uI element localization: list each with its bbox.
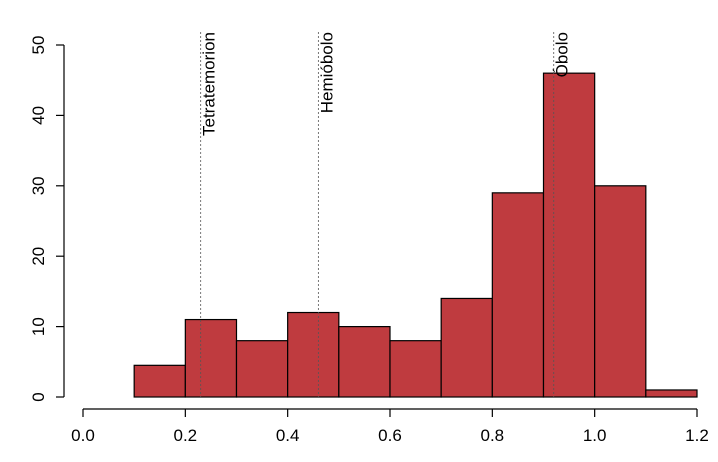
- histogram-bar: [287, 311, 340, 398]
- histogram-bar: [184, 318, 238, 398]
- y-axis: 0 10 20 30 40 50: [29, 36, 65, 402]
- histogram-bar: [133, 364, 186, 398]
- y-tick-label: 30: [29, 176, 48, 195]
- histogram-bar: [235, 340, 289, 398]
- reference-line-label: Tetratemorion: [200, 32, 219, 136]
- histogram-bar: [440, 297, 493, 398]
- histogram-bar: [542, 72, 596, 398]
- histogram-bar: [338, 326, 391, 398]
- y-tick-label: 20: [29, 247, 48, 266]
- y-tick-label: 10: [29, 317, 48, 336]
- x-tick-label: 0.4: [276, 426, 300, 445]
- reference-lines-group: Tetratemorion Hemióbolo Óbolo: [200, 32, 572, 397]
- histogram-bar: [491, 192, 545, 398]
- y-tick-label: 50: [29, 36, 48, 55]
- reference-line-label: Hemióbolo: [317, 32, 336, 113]
- x-axis: 0.0 0.2 0.4 0.6 0.8 1.0 1.2: [71, 408, 709, 445]
- x-tick-label: 0.2: [174, 426, 198, 445]
- histogram-bar: [594, 185, 647, 398]
- x-tick-label: 0.0: [71, 426, 95, 445]
- x-tick-label: 1.2: [685, 426, 709, 445]
- reference-line-label: Óbolo: [553, 32, 572, 77]
- x-tick-label: 0.6: [378, 426, 402, 445]
- histogram-bar: [645, 389, 698, 398]
- bars-group: [133, 72, 698, 398]
- y-tick-label: 0: [29, 392, 48, 401]
- histogram-bar: [389, 340, 442, 398]
- x-tick-label: 1.0: [583, 426, 607, 445]
- y-tick-label: 40: [29, 106, 48, 125]
- x-tick-label: 0.8: [481, 426, 505, 445]
